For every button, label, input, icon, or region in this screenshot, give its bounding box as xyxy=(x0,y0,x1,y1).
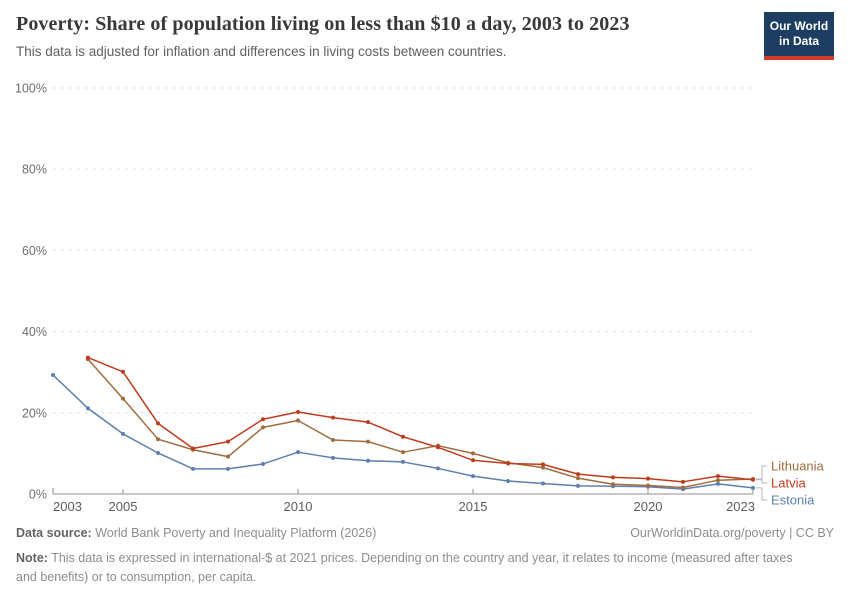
data-point-lithuania xyxy=(681,485,685,490)
owid-logo[interactable]: Our World in Data xyxy=(764,12,834,60)
legend-connector-latvia xyxy=(756,479,767,484)
data-point-latvia xyxy=(121,369,125,374)
data-point-lithuania xyxy=(366,439,370,444)
data-point-lithuania xyxy=(541,465,545,470)
data-point-latvia xyxy=(646,476,650,481)
data-point-estonia xyxy=(191,466,195,471)
data-point-latvia xyxy=(576,472,580,477)
data-point-lithuania xyxy=(156,437,160,442)
data-point-lithuania xyxy=(716,478,720,483)
chart-title: Poverty: Share of population living on l… xyxy=(16,13,630,35)
data-source: Data source: World Bank Poverty and Ineq… xyxy=(16,526,376,540)
data-point-lithuania xyxy=(226,454,230,459)
data-point-latvia xyxy=(716,474,720,479)
data-point-estonia xyxy=(156,450,160,455)
legend-label-latvia[interactable]: Latvia xyxy=(771,476,806,491)
legend-label-estonia[interactable]: Estonia xyxy=(771,493,815,508)
data-point-latvia xyxy=(86,355,90,360)
legend-connector-lithuania xyxy=(756,465,767,480)
chart-header: Poverty: Share of population living on l… xyxy=(16,12,834,60)
data-point-estonia xyxy=(471,474,475,479)
data-point-latvia xyxy=(401,434,405,439)
data-point-latvia xyxy=(611,475,615,480)
chart-subtitle: This data is adjusted for inflation and … xyxy=(16,44,507,59)
data-point-lithuania xyxy=(331,438,335,443)
data-point-latvia xyxy=(156,421,160,426)
data-point-estonia xyxy=(751,485,755,490)
data-point-estonia xyxy=(716,481,720,486)
data-point-latvia xyxy=(506,461,510,466)
chart-line-estonia xyxy=(52,374,754,490)
source-row: Data source: World Bank Poverty and Ineq… xyxy=(16,526,834,540)
note-text: This data is expressed in international-… xyxy=(16,551,793,585)
data-point-lithuania xyxy=(401,450,405,455)
data-point-lithuania xyxy=(121,396,125,401)
data-point-latvia xyxy=(366,420,370,425)
data-point-estonia xyxy=(51,373,55,378)
data-point-latvia xyxy=(331,415,335,420)
line-chart[interactable]: 0% 20% 40% 60% 80% 100% 2003 2005 2010 2015 2020 20… xyxy=(0,75,850,520)
data-point-estonia xyxy=(401,459,405,464)
data-point-latvia xyxy=(471,458,475,463)
owid-logo-line1: Our World xyxy=(769,19,829,33)
x-tick-label-2023: 2023 xyxy=(726,499,755,514)
x-tick-label-2005: 2005 xyxy=(109,499,138,514)
y-tick-label-0: 0% xyxy=(29,488,47,502)
data-point-estonia xyxy=(331,455,335,460)
note-row: Note: This data is expressed in internat… xyxy=(16,549,816,588)
data-point-estonia xyxy=(541,481,545,486)
data-point-lithuania xyxy=(611,482,615,487)
data-point-estonia xyxy=(506,479,510,484)
data-point-latvia xyxy=(226,439,230,444)
data-point-estonia xyxy=(366,458,370,463)
data-point-latvia xyxy=(261,417,265,422)
data-point-lithuania xyxy=(296,418,300,423)
x-tick-label-2015: 2015 xyxy=(459,499,488,514)
data-point-estonia xyxy=(86,406,90,411)
owid-logo-line2: in Data xyxy=(778,34,819,48)
legend-label-lithuania[interactable]: Lithuania xyxy=(771,459,825,474)
chart-footer: Data source: World Bank Poverty and Ineq… xyxy=(16,526,834,588)
legend-connector-estonia xyxy=(756,487,767,501)
data-point-latvia xyxy=(436,445,440,450)
data-source-value[interactable]: World Bank Poverty and Inequality Platfo… xyxy=(95,526,377,540)
data-point-estonia xyxy=(226,466,230,471)
data-point-estonia xyxy=(576,483,580,488)
data-point-latvia xyxy=(191,446,195,451)
data-point-estonia xyxy=(261,461,265,466)
data-point-lithuania xyxy=(646,483,650,488)
chart-line-latvia xyxy=(87,356,754,483)
data-point-latvia xyxy=(751,477,755,482)
data-point-latvia xyxy=(541,462,545,467)
data-source-label: Data source: xyxy=(16,526,92,540)
data-point-latvia xyxy=(681,479,685,484)
data-point-lithuania xyxy=(471,451,475,456)
y-tick-label-60: 60% xyxy=(22,244,47,258)
data-point-lithuania xyxy=(261,425,265,430)
y-tick-label-100: 100% xyxy=(15,82,47,96)
y-tick-label-40: 40% xyxy=(22,325,47,339)
data-point-estonia xyxy=(121,431,125,436)
x-tick-label-2020: 2020 xyxy=(634,499,663,514)
data-point-latvia xyxy=(296,409,300,414)
note-label: Note: xyxy=(16,551,48,565)
x-tick-label-2003: 2003 xyxy=(53,499,82,514)
x-tick-label-2010: 2010 xyxy=(284,499,313,514)
chart-line-lithuania xyxy=(87,358,754,489)
data-point-lithuania xyxy=(576,476,580,481)
y-tick-label-20: 20% xyxy=(22,406,47,420)
y-tick-label-80: 80% xyxy=(22,163,47,177)
data-point-estonia xyxy=(436,466,440,471)
owid-attribution-link[interactable]: OurWorldinData.org/poverty | CC BY xyxy=(630,526,834,540)
data-point-estonia xyxy=(296,450,300,455)
